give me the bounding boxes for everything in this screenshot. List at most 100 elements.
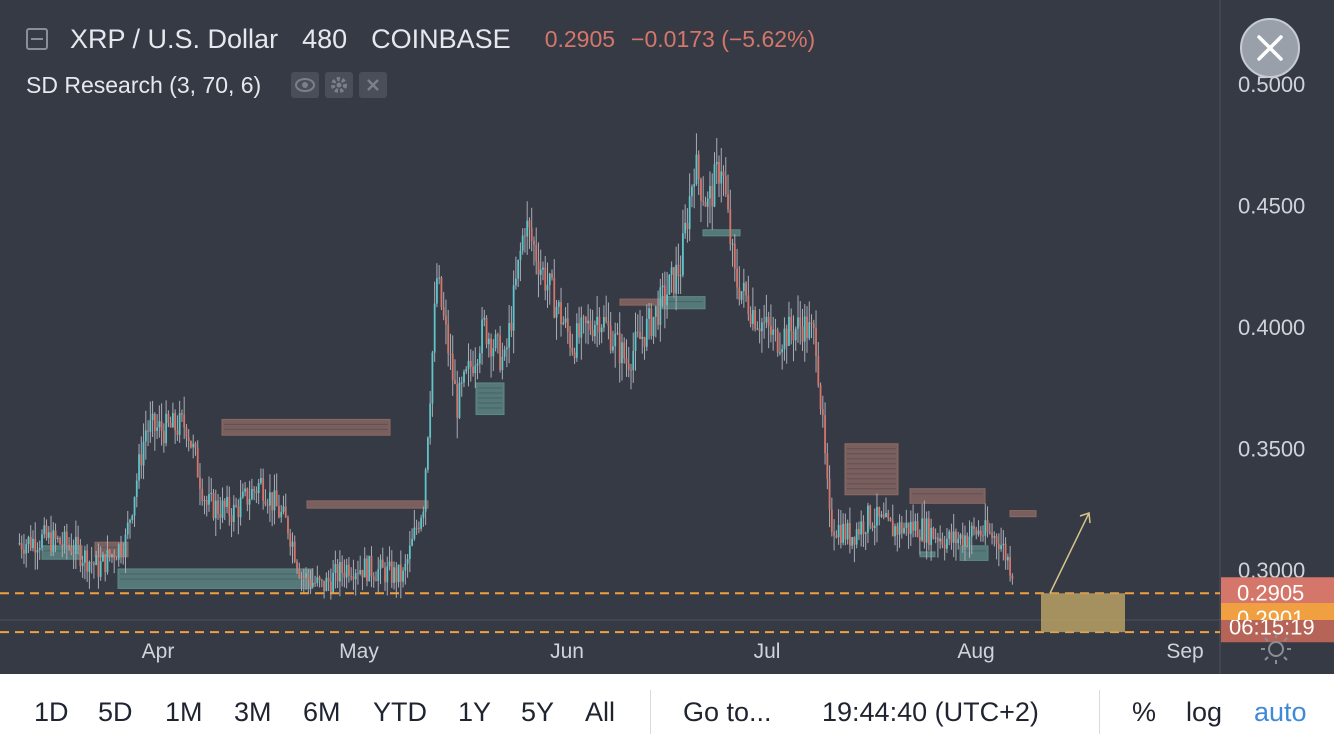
- range-all-button[interactable]: All: [585, 697, 616, 727]
- chart-area[interactable]: 0.5000 0.4500 0.4000 0.3500 0.3000 0.2905 06:1…: [0, 0, 1334, 674]
- candle: [681, 209, 684, 278]
- candle: [941, 532, 944, 549]
- candle: [925, 511, 928, 560]
- candle: [397, 564, 400, 588]
- candle: [70, 533, 73, 556]
- candle: [384, 562, 386, 591]
- candle: [830, 497, 833, 537]
- supply-zone: [844, 443, 899, 496]
- candle: [445, 299, 447, 345]
- candle: [86, 544, 89, 582]
- candle: [126, 510, 129, 540]
- candle: [774, 318, 777, 342]
- range-5d-button[interactable]: 5D: [98, 697, 133, 727]
- candle: [930, 518, 933, 561]
- candle: [56, 535, 59, 543]
- candle: [65, 523, 68, 560]
- clock-timezone-button[interactable]: 19:44:40 (UTC+2): [822, 697, 1039, 727]
- auto-scale-button[interactable]: auto: [1254, 697, 1307, 727]
- last-price-label: 0.2905: [1237, 580, 1304, 605]
- candle: [456, 370, 459, 439]
- symbol-name[interactable]: XRP / U.S. Dollar: [70, 23, 279, 54]
- candle: [966, 532, 969, 548]
- time-tick-label: Aug: [957, 640, 994, 663]
- candle: [144, 410, 147, 460]
- candle: [988, 523, 991, 535]
- candle: [1002, 530, 1005, 561]
- candle: [898, 514, 901, 548]
- percent-scale-button[interactable]: %: [1132, 697, 1157, 727]
- price-chart[interactable]: 0.50000.45000.40000.35000.30000.290506:1…: [0, 0, 1334, 674]
- demand-zone: [702, 229, 741, 237]
- range-ytd-button[interactable]: YTD: [373, 697, 427, 727]
- collapse-legend-icon[interactable]: [26, 28, 48, 50]
- close-icon[interactable]: [359, 72, 388, 98]
- candle: [271, 492, 274, 527]
- toolbar-divider: [650, 690, 651, 734]
- candle: [758, 308, 761, 344]
- candle: [381, 547, 384, 568]
- eye-icon[interactable]: [291, 72, 320, 98]
- candle: [903, 522, 905, 535]
- candle: [524, 227, 526, 253]
- candle: [377, 557, 380, 593]
- candle: [366, 555, 368, 587]
- candle: [248, 480, 251, 520]
- candle: [23, 534, 25, 565]
- candle: [246, 487, 249, 512]
- candle: [262, 468, 265, 510]
- candle: [300, 571, 303, 592]
- candle: [528, 217, 531, 249]
- target-box: [1041, 593, 1125, 633]
- candle: [968, 520, 971, 558]
- candle: [332, 559, 335, 594]
- candle: [961, 522, 964, 553]
- range-1y-button[interactable]: 1Y: [458, 697, 492, 727]
- candle: [429, 390, 432, 445]
- candle: [307, 569, 310, 594]
- candle: [420, 514, 423, 532]
- range-5y-button[interactable]: 5Y: [521, 697, 555, 727]
- gear-icon[interactable]: [325, 72, 354, 98]
- candle: [950, 523, 953, 550]
- range-6m-button[interactable]: 6M: [303, 697, 341, 727]
- candle: [255, 486, 258, 503]
- candle: [508, 304, 511, 364]
- range-1m-button[interactable]: 1M: [165, 697, 203, 727]
- candle: [296, 559, 298, 575]
- candle: [900, 516, 903, 539]
- candle: [368, 555, 371, 582]
- candle: [417, 521, 420, 534]
- candle: [603, 305, 605, 332]
- close-chart-button[interactable]: [1240, 18, 1300, 78]
- candle: [90, 546, 93, 574]
- candle: [661, 273, 664, 308]
- candle: [864, 531, 867, 551]
- candle: [357, 560, 359, 585]
- candle: [223, 498, 226, 521]
- candle: [422, 506, 425, 527]
- candle: [250, 478, 253, 501]
- candle: [104, 554, 107, 582]
- candle: [639, 310, 641, 340]
- candle: [625, 339, 628, 377]
- candle: [124, 528, 127, 574]
- interval-label[interactable]: 480: [302, 23, 348, 54]
- candle: [314, 575, 316, 587]
- candle: [654, 305, 657, 338]
- candle: [934, 528, 937, 544]
- candle: [923, 500, 926, 549]
- candle: [273, 474, 276, 525]
- goto-button[interactable]: Go to...: [683, 697, 772, 727]
- candle: [788, 301, 790, 346]
- candle: [519, 242, 522, 282]
- candle: [451, 335, 454, 396]
- log-scale-button[interactable]: log: [1186, 697, 1223, 727]
- indicator-name[interactable]: SD Research (3, 70, 6): [26, 71, 262, 98]
- range-3m-button[interactable]: 3M: [234, 697, 272, 727]
- range-1d-button[interactable]: 1D: [34, 697, 69, 727]
- close-icon: [1257, 35, 1283, 61]
- candle: [492, 339, 495, 372]
- chart-settings-icon[interactable]: [1261, 634, 1291, 664]
- low-price-badge: [1221, 603, 1334, 620]
